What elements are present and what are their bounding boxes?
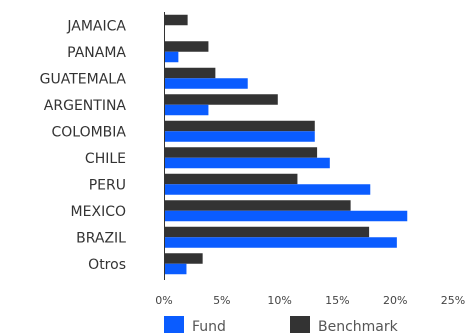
- legend-label-fund: Fund: [192, 319, 226, 333]
- bar-benchmark-colombia: [164, 120, 315, 132]
- category-label: ARGENTINA: [44, 98, 127, 114]
- x-tick-label: 5%: [213, 294, 230, 307]
- category-label: PERU: [89, 177, 126, 193]
- x-tick-label: 15%: [325, 294, 349, 307]
- bar-fund-peru: [164, 184, 371, 195]
- bar-benchmark-panama: [164, 41, 209, 52]
- x-tick-labels: 0% 5% 10% 15% 20% 25%: [155, 294, 465, 307]
- bar-benchmark-brazil: [164, 226, 370, 238]
- bar-benchmark-chile: [164, 147, 318, 158]
- bar-fund-brazil: [164, 237, 397, 248]
- bar-fund-guatemala: [164, 78, 248, 89]
- bar-fund-chile: [164, 157, 330, 169]
- legend-swatch-benchmark: [290, 316, 310, 333]
- x-tick-label: 10%: [267, 294, 291, 307]
- category-label: JAMAICA: [66, 18, 126, 34]
- bar-fund-panama: [164, 51, 179, 63]
- bar-fund-colombia: [164, 131, 315, 142]
- bar-fund-mexico: [164, 210, 408, 222]
- x-tick-label: 25%: [441, 294, 465, 307]
- category-label: PANAMA: [67, 45, 126, 61]
- category-label: Otros: [88, 257, 126, 273]
- bar-benchmark-otros: [164, 253, 203, 264]
- legend-label-benchmark: Benchmark: [318, 319, 399, 333]
- bar-benchmark-peru: [164, 173, 298, 185]
- legend-swatch-fund: [164, 316, 184, 333]
- legend: Fund Benchmark: [164, 316, 399, 333]
- bar-fund-argentina: [164, 104, 209, 116]
- bar-benchmark-guatemala: [164, 67, 216, 79]
- bar-benchmark-jamaica: [164, 14, 188, 26]
- bar-fund-otros: [164, 263, 187, 275]
- bar-benchmark-mexico: [164, 200, 351, 211]
- bar-benchmark-argentina: [164, 94, 278, 105]
- category-labels: JAMAICA PANAMA GUATEMALA ARGENTINA COLOMBIA C…: [40, 18, 127, 273]
- category-label: BRAZIL: [76, 230, 126, 246]
- category-label: MEXICO: [71, 204, 126, 220]
- x-tick-label: 0%: [155, 294, 172, 307]
- category-label: COLOMBIA: [51, 124, 126, 140]
- bars-group: [164, 14, 408, 275]
- category-label: CHILE: [85, 151, 126, 167]
- category-label: GUATEMALA: [40, 71, 127, 87]
- x-tick-label: 20%: [383, 294, 407, 307]
